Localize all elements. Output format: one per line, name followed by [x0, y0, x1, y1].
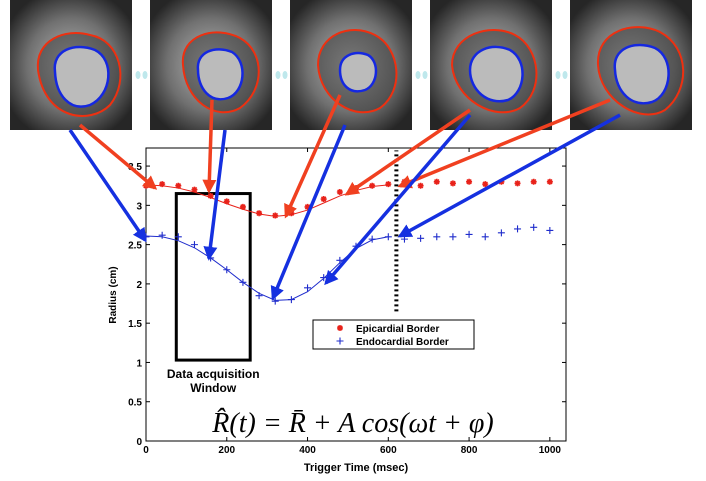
point [271, 297, 279, 305]
ellipsis-dots [135, 71, 568, 79]
point [304, 203, 311, 210]
plot-area [145, 147, 567, 442]
point [417, 234, 425, 242]
point [465, 230, 473, 238]
point [207, 192, 214, 199]
point [530, 178, 537, 185]
mri-frame [10, 0, 132, 130]
point [546, 178, 553, 185]
point [482, 181, 489, 188]
mri-frames [10, 0, 692, 130]
point [433, 178, 440, 185]
y-tick-label: 0 [136, 437, 142, 448]
point [368, 235, 376, 243]
point [369, 182, 376, 189]
x-tick-label: 200 [218, 445, 235, 456]
point [514, 180, 521, 187]
point [449, 180, 456, 187]
point [449, 233, 457, 241]
point [190, 241, 198, 249]
point [287, 296, 295, 304]
point [530, 223, 538, 231]
y-axis-label: Radius (cm) [108, 266, 119, 323]
point [239, 278, 247, 286]
point [336, 188, 343, 195]
x-tick-label: 0 [143, 445, 149, 456]
point [546, 226, 554, 234]
point [304, 284, 312, 292]
point [159, 181, 166, 188]
mri-frame [150, 0, 272, 130]
x-tick-label: 400 [299, 445, 316, 456]
x-tick-label: 800 [461, 445, 478, 456]
point [223, 198, 230, 205]
y-tick-label: 1.5 [128, 319, 142, 330]
legend-label: Epicardial Border [356, 324, 439, 335]
point [466, 178, 473, 185]
point [385, 181, 392, 188]
point [497, 229, 505, 237]
point [481, 233, 489, 241]
y-tick-label: 2 [136, 280, 142, 291]
point [239, 203, 246, 210]
point [417, 182, 424, 189]
point [336, 256, 344, 264]
legend-marker [337, 325, 343, 331]
point [384, 233, 392, 241]
y-tick-label: 2.5 [128, 241, 142, 252]
arrows [68, 94, 621, 301]
point [191, 186, 198, 193]
point [256, 210, 263, 217]
y-tick-label: 3.5 [128, 162, 142, 173]
mri-frame [430, 0, 552, 130]
point [175, 182, 182, 189]
legend-label: Endocardial Border [356, 337, 449, 348]
y-tick-label: 0.5 [128, 398, 142, 409]
point [255, 292, 263, 300]
y-tick-label: 1 [136, 358, 142, 369]
point [223, 266, 231, 274]
acquisition-window-label: Data acquisition Window [167, 367, 260, 395]
point [174, 233, 182, 241]
mri-frame [290, 0, 412, 130]
x-tick-label: 600 [380, 445, 397, 456]
point [320, 196, 327, 203]
x-tick-label: 1000 [539, 445, 562, 456]
formula: R̂(t) = R̄ + A cos(ωt + φ) [211, 408, 493, 439]
y-tick-label: 3 [136, 201, 142, 212]
point [158, 231, 166, 239]
point [272, 212, 279, 219]
x-axis-label: Trigger Time (msec) [304, 462, 409, 474]
legend-marker [336, 337, 344, 345]
point [514, 225, 522, 233]
legend: Epicardial Border Endocardial Border [312, 319, 475, 350]
point [433, 233, 441, 241]
fit-line [145, 235, 389, 301]
